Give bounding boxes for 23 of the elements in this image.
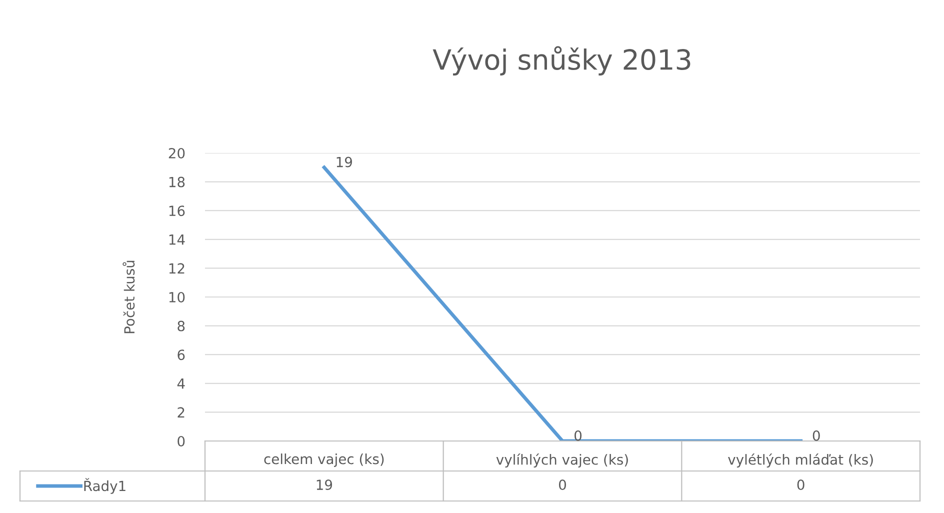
data-label: 0: [812, 430, 820, 441]
y-tick-label: 4: [177, 378, 185, 389]
chart-title: Vývoj snůšky 2013: [432, 46, 690, 76]
y-tick-label: 14: [169, 234, 185, 245]
y-tick-label: 12: [169, 263, 184, 274]
y-tick-label: 18: [169, 176, 185, 188]
y-tick-label: 8: [178, 320, 185, 332]
text: 0: [797, 480, 804, 490]
data-label: 19: [336, 156, 352, 168]
text: 19: [316, 480, 332, 490]
y-tick-label: 0: [178, 436, 185, 446]
y-tick-label: 10: [169, 292, 185, 302]
text: 0: [558, 480, 566, 490]
data-label: 0: [574, 430, 582, 441]
y-axis-title: Počet kusů: [122, 260, 135, 334]
legend-label: Řady1: [84, 478, 126, 494]
y-tick-label: 2: [178, 407, 184, 418]
x-tick-label: celkem vajec (ks): [264, 454, 384, 467]
y-tick-label: 16: [169, 206, 185, 216]
x-tick-label: vylíhlých vajec (ks): [496, 454, 628, 468]
x-tick-label: vylétlých mláďat (ks): [728, 454, 873, 468]
y-tick-label: 20: [168, 148, 185, 158]
y-tick-label: 6: [178, 350, 185, 360]
